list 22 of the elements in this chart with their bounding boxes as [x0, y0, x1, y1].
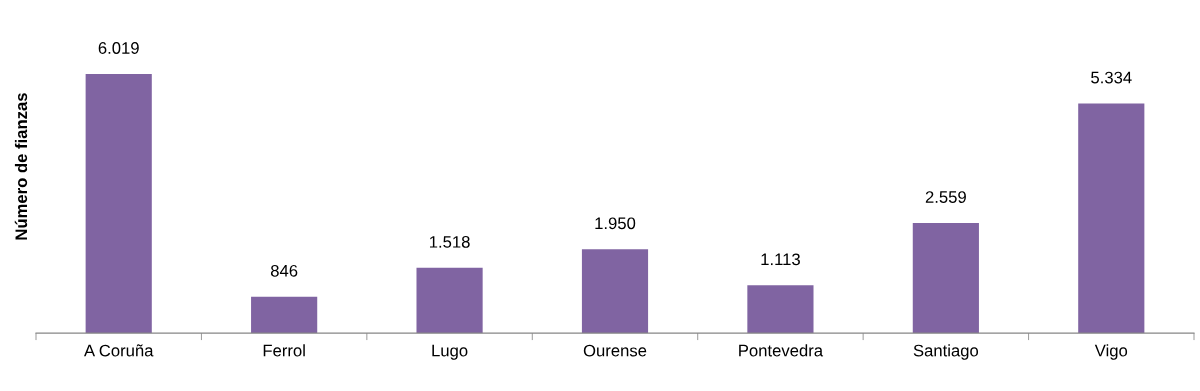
bar	[251, 296, 318, 334]
x-tick-label: Pontevedra	[739, 344, 824, 357]
bar	[85, 73, 152, 334]
data-label: 5.334	[1091, 71, 1132, 84]
data-label: 2.559	[925, 191, 966, 203]
bar	[1078, 103, 1145, 334]
bar	[581, 249, 649, 334]
bar	[747, 285, 814, 334]
bar	[416, 267, 483, 334]
x-tick-label: Santiago	[913, 344, 979, 360]
data-label: 1.113	[761, 253, 800, 266]
data-label: 846	[270, 264, 298, 277]
data-label: 1.518	[429, 235, 470, 248]
x-tick-label: Ferrol	[263, 344, 305, 357]
x-tick-label: A Coruña	[84, 344, 154, 357]
data-label: 6.019	[98, 42, 139, 54]
x-tick-label: Vigo	[1094, 344, 1128, 360]
bar	[912, 222, 979, 334]
x-tick-label: Lugo	[432, 344, 468, 360]
y-axis-title: Número de fianzas	[14, 93, 28, 240]
x-tick-label: Ourense	[583, 344, 647, 357]
data-label: 1.950	[595, 217, 636, 230]
